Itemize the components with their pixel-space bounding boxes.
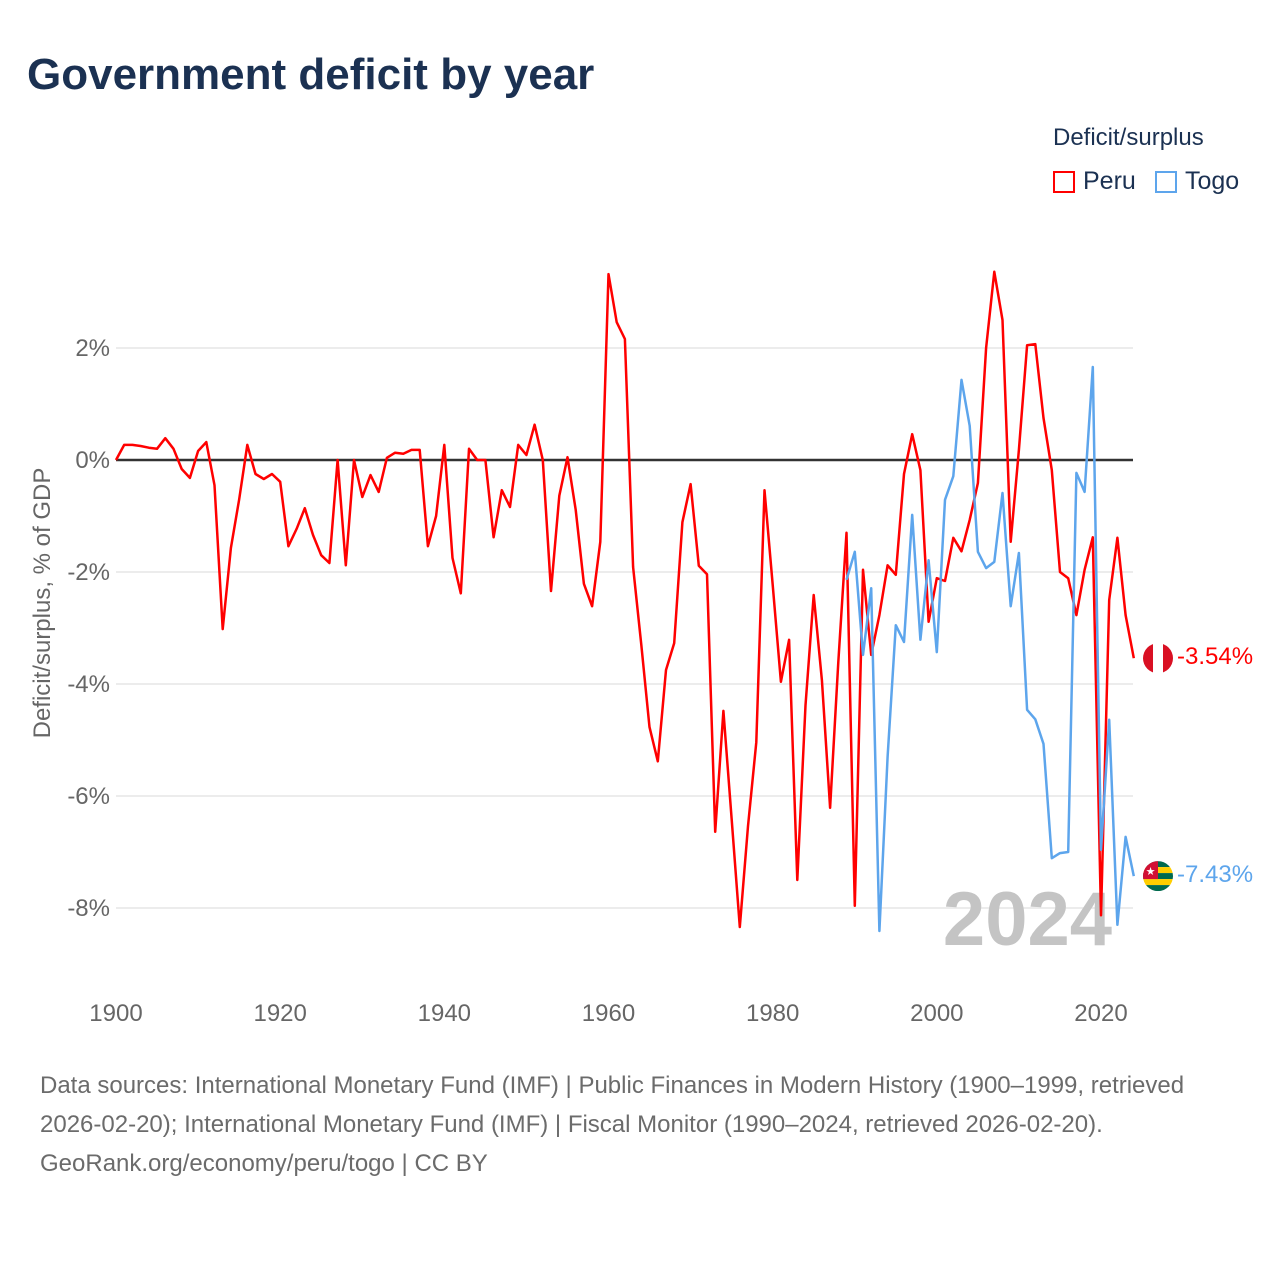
x-tick-label: 1980 [746,1000,799,1027]
chart-title: Government deficit by year [27,50,595,99]
y-tick-label: -4% [67,671,110,698]
peru-flag-icon [1143,643,1173,674]
x-tick-label: 1920 [253,1000,306,1027]
footer: Data sources: International Monetary Fun… [40,1066,1240,1183]
legend-item-togo[interactable]: Togo [1155,167,1239,196]
credit-link[interactable]: GeoRank.org/economy/peru/togo | CC BY [40,1150,488,1177]
svg-text:★: ★ [1146,866,1156,878]
y-tick-label: 2% [75,335,110,362]
y-axis-label: Deficit/surplus, % of GDP [29,468,56,739]
y-tick-label: -6% [67,783,110,810]
end-label-togo: -7.43% [1177,861,1253,888]
y-tick-label: -2% [67,559,110,586]
x-tick-label: 1900 [89,1000,142,1027]
legend-swatch-peru [1053,170,1075,193]
legend-label-togo: Togo [1185,167,1240,195]
end-label-peru: -3.54% [1177,643,1253,670]
legend-title: Deficit/surplus [1053,124,1204,151]
legend-label-peru: Peru [1083,167,1136,195]
x-tick-label: 2020 [1074,1000,1127,1027]
series-line-togo [845,365,1136,933]
x-tick-label: 1960 [582,1000,635,1027]
y-tick-label: -8% [67,895,110,922]
legend-swatch-togo [1155,170,1177,193]
year-watermark: 2024 [943,877,1112,962]
series-line-peru [114,270,1136,929]
data-sources: Data sources: International Monetary Fun… [40,1072,1185,1138]
x-tick-label: 1940 [418,1000,471,1027]
x-tick-label: 2000 [910,1000,963,1027]
togo-flag-icon: ★ [1143,861,1173,892]
legend-item-peru[interactable]: Peru [1053,167,1136,196]
y-tick-label: 0% [75,447,110,474]
